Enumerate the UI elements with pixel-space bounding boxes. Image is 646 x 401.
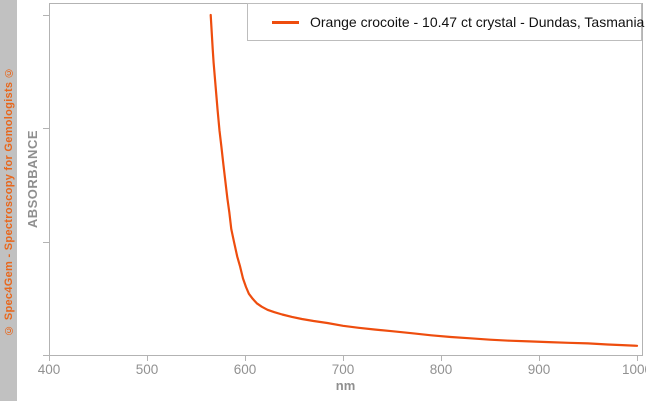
x-tick-label: 400: [37, 362, 61, 377]
legend-line-swatch: [272, 20, 299, 24]
x-tick-label: 800: [429, 362, 453, 377]
x-tick-label: 700: [331, 362, 355, 377]
watermark-strip: © Spec4Gem - Spectroscopy for Gemologist…: [0, 0, 17, 401]
x-tick-label: 900: [527, 362, 551, 377]
y-axis-label-wrap: ABSORBANCE: [24, 3, 40, 355]
y-axis-label: ABSORBANCE: [24, 129, 40, 229]
x-tick-label: 1000: [621, 362, 646, 377]
x-tick-label: 500: [135, 362, 159, 377]
legend-label: Orange crocoite - 10.47 ct crystal - Dun…: [310, 14, 645, 30]
x-tick-label: 600: [233, 362, 257, 377]
legend: Orange crocoite - 10.47 ct crystal - Dun…: [247, 3, 645, 41]
x-axis-label: nm: [335, 378, 356, 393]
